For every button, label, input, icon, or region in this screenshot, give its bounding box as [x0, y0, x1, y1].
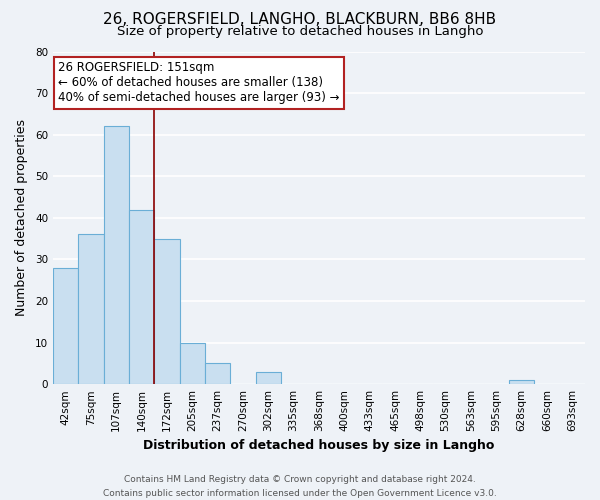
- Text: Contains HM Land Registry data © Crown copyright and database right 2024.
Contai: Contains HM Land Registry data © Crown c…: [103, 476, 497, 498]
- Y-axis label: Number of detached properties: Number of detached properties: [15, 120, 28, 316]
- Bar: [129, 210, 154, 384]
- Bar: [509, 380, 535, 384]
- Text: Size of property relative to detached houses in Langho: Size of property relative to detached ho…: [117, 25, 483, 38]
- Bar: [104, 126, 129, 384]
- Bar: [205, 364, 230, 384]
- Bar: [53, 268, 78, 384]
- Text: 26 ROGERSFIELD: 151sqm
← 60% of detached houses are smaller (138)
40% of semi-de: 26 ROGERSFIELD: 151sqm ← 60% of detached…: [58, 62, 340, 104]
- Bar: [179, 342, 205, 384]
- Bar: [154, 238, 179, 384]
- X-axis label: Distribution of detached houses by size in Langho: Distribution of detached houses by size …: [143, 440, 494, 452]
- Bar: [256, 372, 281, 384]
- Bar: [78, 234, 104, 384]
- Text: 26, ROGERSFIELD, LANGHO, BLACKBURN, BB6 8HB: 26, ROGERSFIELD, LANGHO, BLACKBURN, BB6 …: [103, 12, 497, 28]
